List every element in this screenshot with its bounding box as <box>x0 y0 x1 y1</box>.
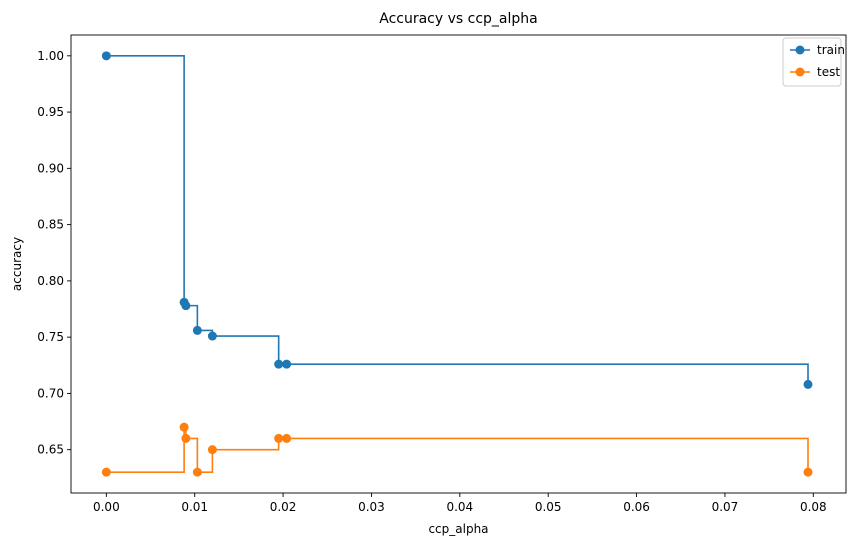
series-test-point <box>274 433 284 443</box>
legend-label-train: train <box>817 43 845 57</box>
plot-area <box>101 51 813 477</box>
series-train-point <box>101 51 111 61</box>
y-tick-label: 0.75 <box>37 330 64 344</box>
series-train-point <box>181 301 191 311</box>
series-test-point <box>803 467 813 477</box>
y-tick-label: 0.80 <box>37 274 64 288</box>
series-train-point <box>274 359 284 369</box>
x-tick-label: 0.08 <box>800 500 827 514</box>
axes: 0.00 0.01 0.02 0.03 0.04 0.05 0.06 0.07 0.08 0.65… <box>37 34 847 514</box>
series-train-point <box>207 331 217 341</box>
legend-marker-train <box>795 45 805 55</box>
x-tick-label: 0.05 <box>535 500 562 514</box>
legend-label-test: test <box>817 65 840 79</box>
y-tick-label: 0.70 <box>37 386 64 400</box>
y-tick-label: 0.90 <box>37 161 64 175</box>
series-test-point <box>181 433 191 443</box>
x-tick-label: 0.04 <box>446 500 473 514</box>
legend-marker-test <box>795 67 805 77</box>
series-test-point <box>192 467 202 477</box>
series-test-point <box>207 445 217 455</box>
series-test-point <box>282 433 292 443</box>
x-tick-label: 0.02 <box>270 500 297 514</box>
x-tick-label: 0.06 <box>623 500 650 514</box>
series-test-point <box>101 467 111 477</box>
series-train-point <box>282 359 292 369</box>
chart-title: Accuracy vs ccp_alpha <box>379 11 537 27</box>
legend: train test <box>782 37 845 87</box>
x-tick-label: 0.01 <box>181 500 208 514</box>
y-axis-label: accuracy <box>10 237 24 291</box>
y-tick-label: 0.85 <box>37 218 64 232</box>
y-tick-label: 0.65 <box>37 443 64 457</box>
x-axis-label: ccp_alpha <box>428 522 488 536</box>
x-tick-label: 0.03 <box>358 500 385 514</box>
x-tick-label: 0.00 <box>93 500 120 514</box>
series-test-point <box>179 422 189 432</box>
x-tick-label: 0.07 <box>712 500 739 514</box>
series-train-point <box>192 325 202 335</box>
y-tick-label: 1.00 <box>37 49 64 63</box>
series-train-point <box>803 379 813 389</box>
y-tick-label: 0.95 <box>37 105 64 119</box>
axes-frame <box>70 34 847 494</box>
